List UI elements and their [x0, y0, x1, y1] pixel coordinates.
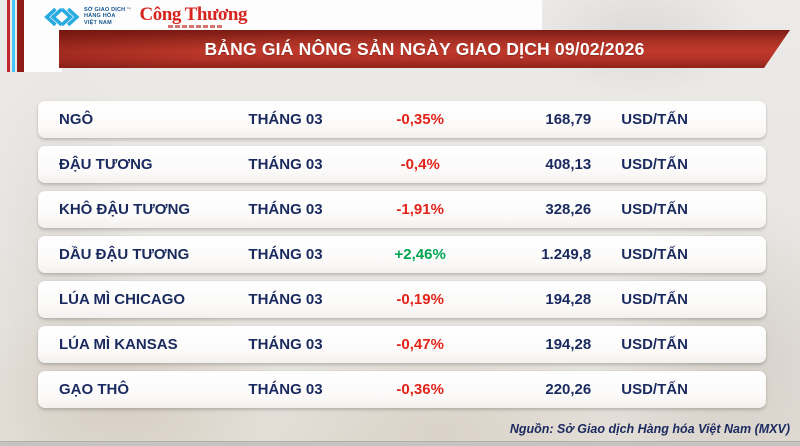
source-credit: Nguồn: Sở Giao dịch Hàng hóa Việt Nam (M…	[509, 422, 790, 436]
table-row: ĐẬU TƯƠNG THÁNG 03 -0,4% 408,13 USD/TẤN	[38, 146, 766, 183]
change-value: -0,47%	[396, 336, 444, 353]
header-white-band	[20, 0, 542, 31]
price-value: 408,13	[545, 156, 592, 173]
contract-month: THÁNG 03	[248, 201, 323, 218]
price-unit: USD/TẤN	[621, 246, 688, 263]
price-unit: USD/TẤN	[621, 156, 688, 173]
accent-stripe-darkred	[17, 0, 24, 72]
commodity-name: NGÔ	[59, 111, 94, 128]
price-value: 220,26	[545, 381, 592, 398]
mxv-text-line1: SỞ GIAO DỊCH	[84, 7, 126, 14]
contract-month: THÁNG 03	[248, 291, 323, 308]
price-value: 1.249,8	[541, 246, 592, 263]
commodity-name: LÚA MÌ KANSAS	[59, 336, 178, 353]
mxv-text-line3: VIỆT NAM	[84, 19, 112, 26]
price-unit: USD/TẤN	[621, 336, 688, 353]
change-value: -0,4%	[400, 156, 440, 173]
commodity-name: LÚA MÌ CHICAGO	[59, 291, 186, 308]
price-value: 168,79	[545, 111, 592, 128]
price-table: NGÔ THÁNG 03 -0,35% 168,79 USD/TẤN ĐẬU T…	[38, 101, 766, 416]
table-row: DẦU ĐẬU TƯƠNG THÁNG 03 +2,46% 1.249,8 US…	[38, 236, 766, 273]
commodity-name: DẦU ĐẬU TƯƠNG	[59, 246, 190, 263]
price-unit: USD/TẤN	[621, 381, 688, 398]
commodity-name: ĐẬU TƯƠNG	[59, 156, 153, 173]
mxv-chevrons-icon	[44, 7, 80, 26]
trademark-mark: ™	[126, 7, 132, 14]
cong-thuong-tagline-bar	[167, 25, 224, 28]
mxv-text-line2: HÀNG HÓA	[84, 13, 116, 20]
commodity-name: KHÔ ĐẬU TƯƠNG	[59, 201, 191, 218]
left-accent-stripes	[7, 0, 24, 72]
contract-month: THÁNG 03	[248, 336, 323, 353]
table-row: LÚA MÌ KANSAS THÁNG 03 -0,47% 194,28 USD…	[38, 326, 766, 363]
contract-month: THÁNG 03	[248, 381, 323, 398]
accent-stripe-cyan	[12, 0, 15, 72]
table-row: KHÔ ĐẬU TƯƠNG THÁNG 03 -1,91% 328,26 USD…	[38, 191, 766, 228]
contract-month: THÁNG 03	[248, 156, 323, 173]
title-banner: BẢNG GIÁ NÔNG SẢN NGÀY GIAO DỊCH 09/02/2…	[59, 30, 790, 68]
change-value: -0,36%	[396, 381, 444, 398]
header-white-band-left	[20, 0, 62, 72]
mxv-logo-text: SỞ GIAO DỊCH™ HÀNG HÓA VIỆT NAM	[84, 7, 132, 26]
logo-row: SỞ GIAO DỊCH™ HÀNG HÓA VIỆT NAM Công Thư…	[42, 3, 247, 30]
price-unit: USD/TẤN	[621, 201, 688, 218]
price-value: 194,28	[545, 336, 592, 353]
change-value: -0,19%	[396, 291, 444, 308]
change-value: -0,35%	[396, 111, 444, 128]
price-value: 328,26	[545, 201, 592, 218]
price-unit: USD/TẤN	[621, 111, 688, 128]
table-row: NGÔ THÁNG 03 -0,35% 168,79 USD/TẤN	[38, 101, 766, 138]
accent-stripe-red	[7, 0, 10, 72]
page-title: BẢNG GIÁ NÔNG SẢN NGÀY GIAO DỊCH 09/02/2…	[204, 38, 645, 59]
price-value: 194,28	[545, 291, 592, 308]
mxv-logo: SỞ GIAO DỊCH™ HÀNG HÓA VIỆT NAM	[42, 5, 132, 29]
cong-thuong-wordmark: Công Thương	[139, 4, 248, 25]
commodity-name: GẠO THÔ	[59, 381, 129, 398]
contract-month: THÁNG 03	[248, 246, 323, 263]
cong-thuong-logo: Công Thương	[140, 5, 247, 28]
change-value: -1,91%	[396, 201, 444, 218]
contract-month: THÁNG 03	[248, 111, 323, 128]
price-unit: USD/TẤN	[621, 291, 688, 308]
table-row: LÚA MÌ CHICAGO THÁNG 03 -0,19% 194,28 US…	[38, 281, 766, 318]
bottom-edge-bar	[0, 441, 800, 446]
table-row: GẠO THÔ THÁNG 03 -0,36% 220,26 USD/TẤN	[38, 371, 766, 408]
change-value: +2,46%	[394, 246, 446, 263]
